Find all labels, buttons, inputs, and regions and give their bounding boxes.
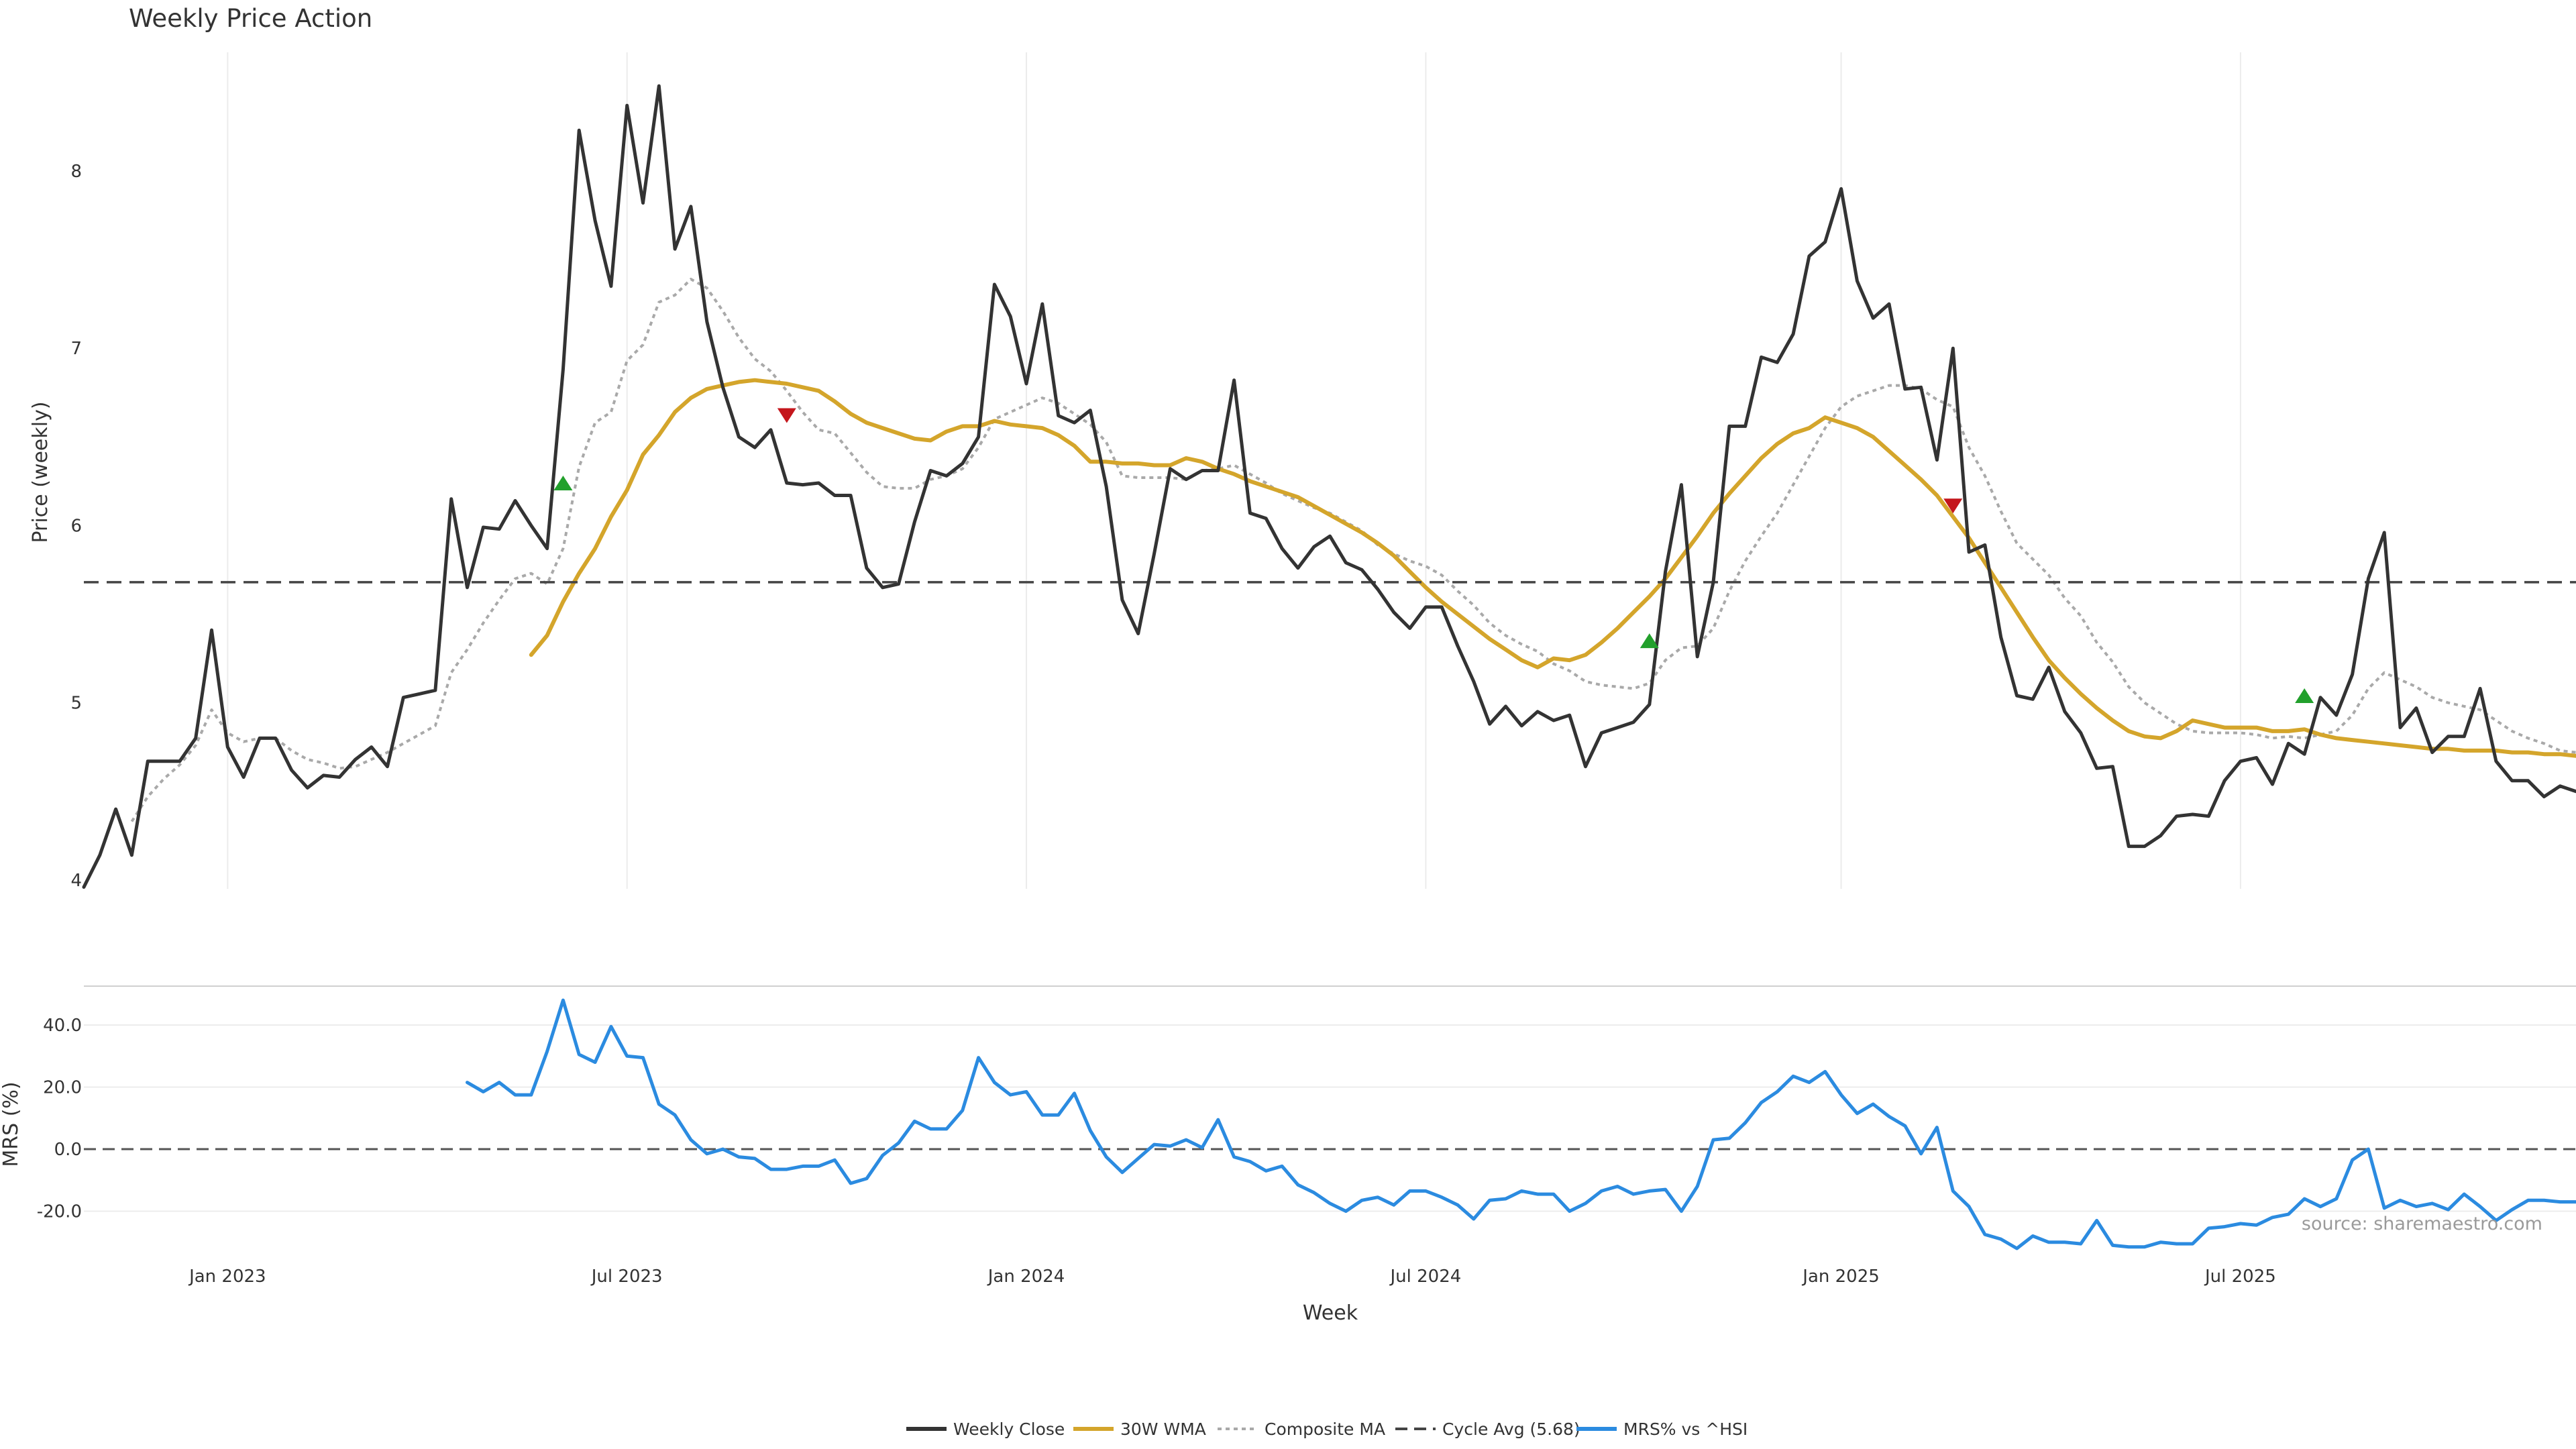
buy-signal-marker xyxy=(2295,688,2314,704)
mrs-tick-label: 40.0 xyxy=(43,1016,82,1036)
x-tick-label: Jul 2024 xyxy=(1389,1267,1461,1287)
source-note: source: sharemaestro.com xyxy=(2302,1214,2542,1234)
mrs-line xyxy=(466,998,2576,1250)
legend-label: Composite MA xyxy=(1265,1419,1385,1439)
price-tick-label: 6 xyxy=(70,516,82,536)
mrs-axis-label: MRS (%) xyxy=(0,1081,23,1167)
x-tick-label: Jan 2024 xyxy=(987,1267,1065,1287)
legend-label: Cycle Avg (5.68) xyxy=(1442,1419,1580,1439)
mrs-tick-label: -20.0 xyxy=(37,1202,82,1222)
chart-title: Weekly Price Action xyxy=(129,4,372,33)
mrs-tick-label: 20.0 xyxy=(43,1078,82,1098)
composite-ma-line xyxy=(130,278,2576,822)
price-tick-label: 8 xyxy=(70,162,82,182)
sell-signal-marker xyxy=(1943,498,1963,514)
price-tick-label: 4 xyxy=(70,871,82,891)
x-tick-label: Jan 2025 xyxy=(1801,1267,1880,1287)
legend-label: Weekly Close xyxy=(953,1419,1065,1439)
buy-signal-marker xyxy=(553,475,573,490)
x-axis-label: Week xyxy=(1303,1301,1358,1325)
legend: Weekly Close 30W WMA Composite MA Cycle Avg… xyxy=(906,1419,1748,1439)
wma-30w-line xyxy=(529,378,2576,758)
legend-label: 30W WMA xyxy=(1120,1419,1206,1439)
x-tick-label: Jul 2025 xyxy=(2204,1267,2276,1287)
price-tick-label: 5 xyxy=(70,694,82,714)
legend-label: MRS% vs ^HSI xyxy=(1623,1419,1748,1439)
mrs-tick-label: 0.0 xyxy=(54,1140,82,1160)
x-tick-label: Jul 2023 xyxy=(590,1267,663,1287)
sell-signal-marker xyxy=(777,408,796,423)
weekly-close-line xyxy=(82,84,2576,889)
price-axis-label: Price (weekly) xyxy=(29,401,52,543)
mrs-panel: 40.0 20.0 0.0 -20.0 MRS (%) source: sharemaes… xyxy=(0,985,2576,1325)
price-panel: Weekly Price Action 4 5 6 7 8 Price (weekly) xyxy=(29,4,2576,891)
price-tick-label: 7 xyxy=(70,339,82,359)
x-tick-label: Jan 2023 xyxy=(188,1267,266,1287)
buy-signal-marker xyxy=(1640,633,1659,649)
